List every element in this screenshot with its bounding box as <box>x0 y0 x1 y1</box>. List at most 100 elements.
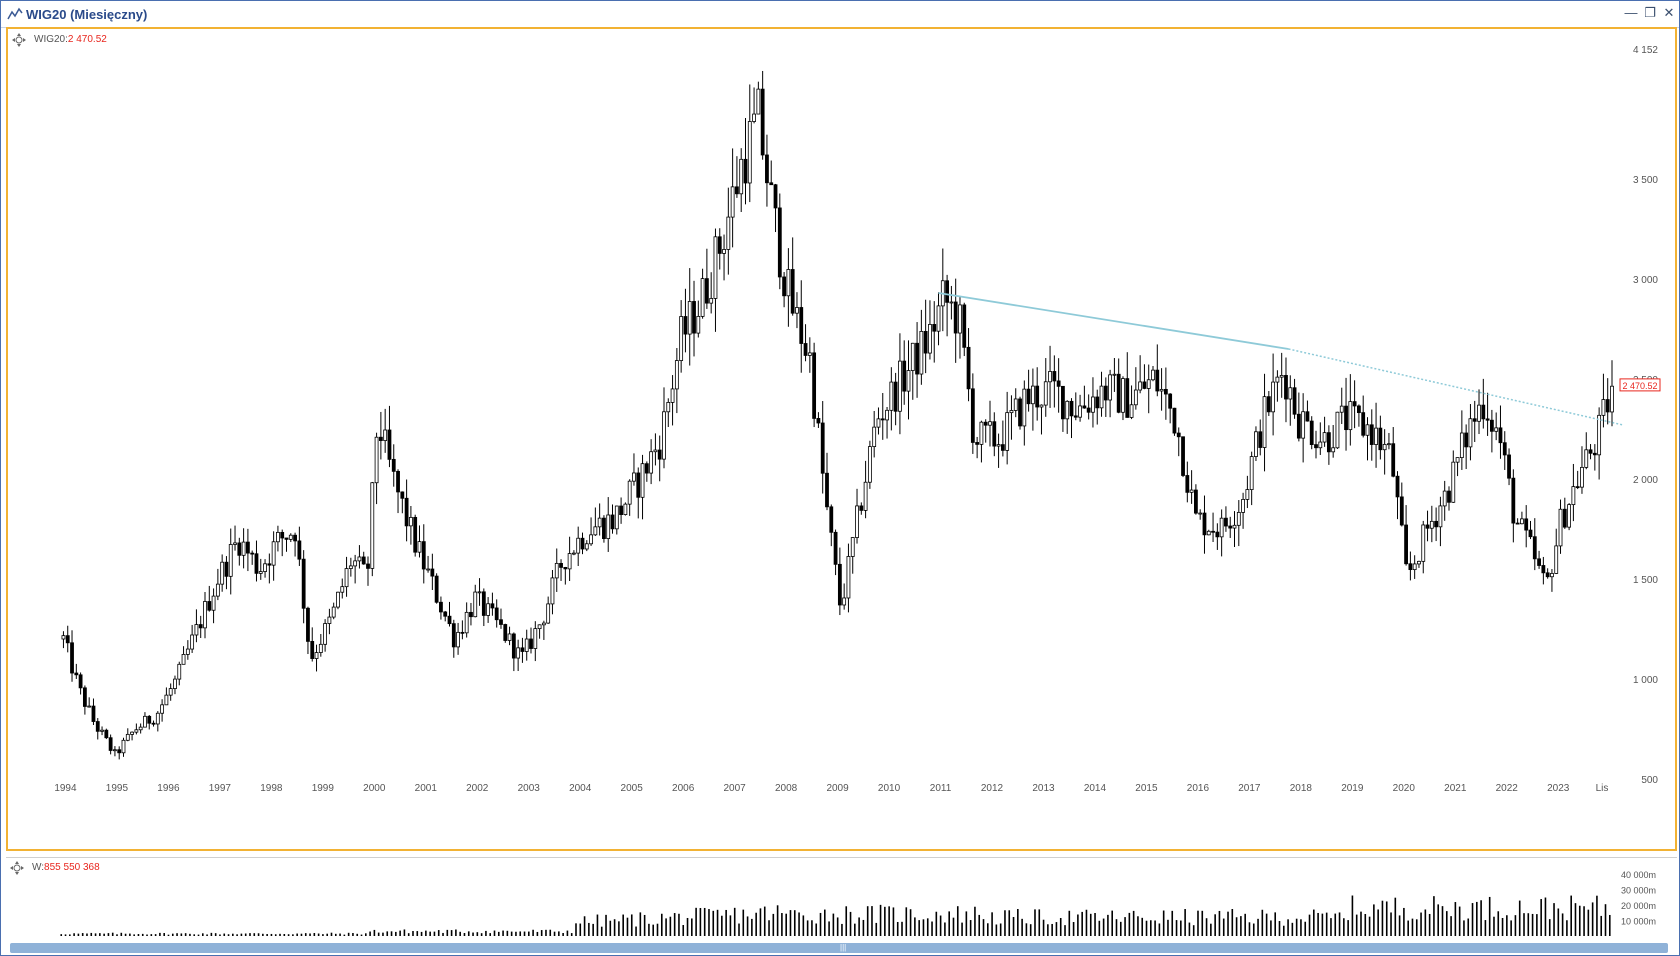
volume-bar <box>660 913 663 936</box>
volume-bar <box>69 934 71 936</box>
candle-body <box>898 360 902 412</box>
candle <box>919 309 924 385</box>
candle-body <box>464 611 469 634</box>
candle-body <box>837 563 842 606</box>
close-icon[interactable]: ✕ <box>1663 5 1675 20</box>
candle-body <box>1434 520 1439 528</box>
volume-bar <box>1540 899 1542 936</box>
candle <box>932 301 937 363</box>
candle <box>100 726 104 736</box>
candle-body <box>910 342 915 371</box>
volume-bar <box>1514 915 1517 936</box>
volume-bar <box>1403 907 1405 936</box>
volume-chart[interactable]: 40 000m 30 000m 20 000m 10 000m <box>6 858 1673 943</box>
volume-bar <box>1291 922 1294 936</box>
candle <box>125 728 130 742</box>
volume-bar <box>1463 920 1465 936</box>
volume-bar <box>1390 912 1392 936</box>
candle <box>653 433 658 466</box>
candle-body <box>1258 431 1263 448</box>
candle <box>323 619 328 652</box>
volume-bar <box>1360 911 1362 936</box>
y-tick-label: 1 500 <box>1633 575 1658 586</box>
candle-body <box>1202 512 1207 536</box>
volume-bar <box>232 933 234 936</box>
candle <box>1554 528 1559 575</box>
candle <box>1584 432 1589 470</box>
volume-bar <box>1493 916 1495 936</box>
candle <box>1103 377 1108 417</box>
candle <box>773 183 778 233</box>
candle-body <box>456 631 460 648</box>
candle-body <box>245 541 250 554</box>
volume-bar <box>124 933 127 936</box>
minimize-icon[interactable]: — <box>1624 5 1638 20</box>
candle-body <box>1129 404 1134 418</box>
candle-body <box>1387 443 1391 446</box>
candle-body <box>1412 563 1417 571</box>
candle-body <box>181 654 186 665</box>
volume-bar <box>300 933 303 936</box>
candle-body <box>1048 371 1052 383</box>
volume-bar <box>523 931 526 936</box>
candle-body <box>769 182 774 186</box>
candle <box>520 637 525 663</box>
volume-bar <box>317 933 320 936</box>
horizontal-scrollbar[interactable]: ||| <box>10 943 1668 953</box>
move-crosshair-icon[interactable] <box>10 861 24 875</box>
candle <box>1468 404 1473 461</box>
volume-bar <box>489 933 492 936</box>
candle-body <box>602 517 606 539</box>
volume-bar <box>1038 909 1041 936</box>
volume-bar <box>1261 909 1264 936</box>
candle <box>306 606 310 655</box>
move-crosshair-icon[interactable] <box>12 33 26 47</box>
volume-bar <box>330 932 333 936</box>
volume-bar <box>1317 912 1319 936</box>
candle <box>366 556 370 586</box>
volume-bar <box>420 931 423 936</box>
volume-bar <box>815 923 818 936</box>
candle <box>391 444 396 487</box>
candle <box>1524 505 1529 548</box>
scroll-grip-icon[interactable]: ||| <box>840 943 847 952</box>
volume-bar <box>600 926 603 936</box>
candle <box>842 583 847 610</box>
volume-bar <box>1355 914 1358 936</box>
candle-body <box>1262 396 1267 448</box>
candle <box>949 285 954 320</box>
candle-body <box>807 352 812 356</box>
candle <box>1082 385 1087 409</box>
candle <box>1284 357 1288 423</box>
candle-body <box>323 623 328 645</box>
candle <box>533 621 538 662</box>
volume-bar <box>1042 919 1045 936</box>
volume-bar <box>257 933 260 936</box>
candle <box>1133 367 1138 410</box>
candle-body <box>391 458 396 472</box>
candle <box>1181 436 1185 478</box>
volume-bar <box>227 934 230 936</box>
candle <box>1262 373 1267 472</box>
candle-body <box>511 633 516 659</box>
volume-bar <box>630 914 633 936</box>
candle-body <box>979 421 984 445</box>
candle-body <box>1009 410 1014 414</box>
volume-bar <box>1411 918 1414 936</box>
volume-bar <box>866 906 869 936</box>
restore-icon[interactable]: ❐ <box>1644 5 1656 20</box>
candle-body <box>614 505 619 530</box>
volume-panel[interactable]: W:855 550 368 40 000m 30 000m 20 000m 10 00… <box>6 857 1677 954</box>
volume-bar <box>613 919 616 936</box>
candle <box>310 627 315 662</box>
candle-body <box>1121 378 1125 413</box>
volume-bar <box>558 931 560 936</box>
candle-body <box>87 705 92 708</box>
candle <box>979 420 984 463</box>
candle <box>1005 391 1010 465</box>
candle-body <box>250 552 255 555</box>
candle <box>254 540 259 582</box>
